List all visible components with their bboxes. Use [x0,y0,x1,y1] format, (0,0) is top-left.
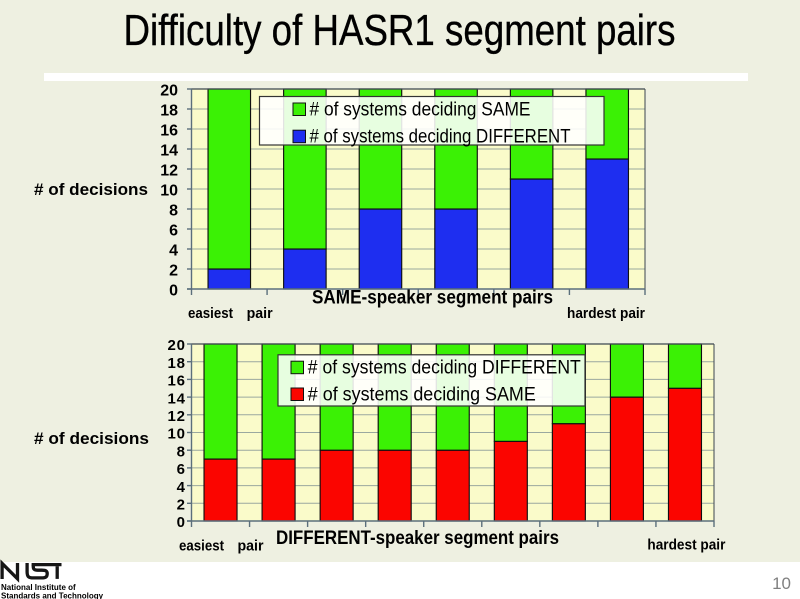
svg-text:Difficulty of HASR1 segment pa: Difficulty of HASR1 segment pairs [124,6,676,55]
svg-text:Standards and Technology: Standards and Technology [1,592,104,599]
svg-text:14: 14 [168,390,186,407]
svg-text:6: 6 [177,461,186,478]
svg-text:0: 0 [177,514,186,531]
svg-text:# of decisions: # of decisions [34,429,149,448]
svg-text:6: 6 [169,222,178,239]
svg-text:8: 8 [169,202,178,219]
svg-text:# of systems deciding SAME: # of systems deciding SAME [310,100,531,121]
svg-text:8: 8 [177,443,186,460]
svg-text:# of systems deciding DIFFEREN: # of systems deciding DIFFERENT [308,357,581,379]
svg-text:easiest: easiest [179,538,224,555]
svg-text:20: 20 [168,337,186,354]
svg-text:2: 2 [169,262,178,279]
svg-text:4: 4 [177,479,186,496]
svg-text:DIFFERENT-speaker segment pair: DIFFERENT-speaker segment pairs [276,528,559,549]
svg-text:0: 0 [169,282,178,299]
svg-text:hardest pair: hardest pair [567,305,645,322]
svg-text:pair: pair [238,538,264,555]
svg-text:2: 2 [177,497,186,514]
svg-text:14: 14 [160,142,178,159]
svg-text:# of systems deciding DIFFEREN: # of systems deciding DIFFERENT [310,127,571,148]
svg-text:12: 12 [168,408,186,425]
svg-text:10: 10 [168,426,186,443]
svg-text:18: 18 [160,102,178,119]
svg-text:18: 18 [168,355,186,372]
svg-text:# of systems deciding SAME: # of systems deciding SAME [308,383,536,405]
svg-text:20: 20 [160,82,178,99]
svg-text:National Institute of: National Institute of [1,583,76,592]
svg-text:easiest: easiest [188,305,233,322]
svg-text:hardest pair: hardest pair [647,537,725,554]
svg-text:# of decisions: # of decisions [34,180,148,199]
svg-text:10: 10 [160,182,178,199]
svg-text:SAME-speaker segment pairs: SAME-speaker segment pairs [312,288,553,309]
svg-text:pair: pair [247,305,273,322]
svg-text:10: 10 [772,574,791,593]
svg-text:16: 16 [168,373,186,390]
svg-text:16: 16 [160,122,178,139]
svg-text:4: 4 [169,242,178,259]
svg-text:12: 12 [160,162,178,179]
